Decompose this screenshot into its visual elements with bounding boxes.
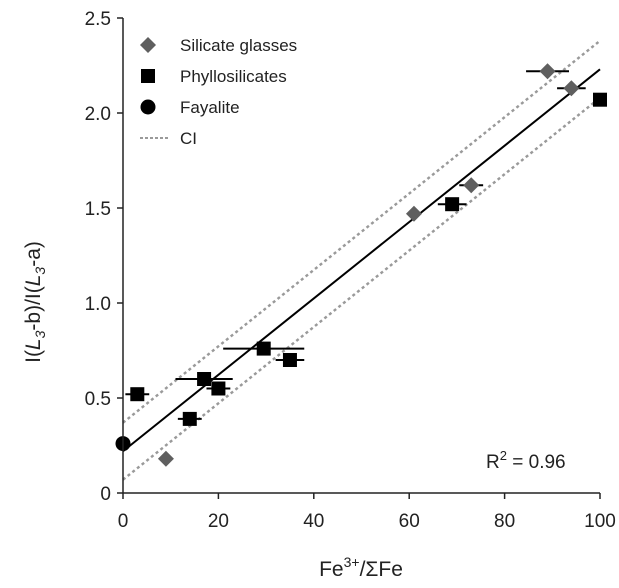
x-tick-label-3: 60 [399,511,420,532]
x-axis-title-rest: /ΣFe [360,558,403,581]
legend-marker-diamond [140,37,156,53]
plot-area [115,39,607,481]
y-title-bsub: 3 [32,267,48,275]
data-point-diamond-3 [539,63,556,80]
annotation-sup: 2 [500,448,507,463]
data-point-square-3 [211,381,226,396]
fit-line [122,68,601,452]
x-axis-title: Fe3+/ΣFe [319,554,403,581]
x-tick-label-5: 100 [584,511,616,532]
data-point-square-5 [282,353,297,367]
y-title-amid: -b)/I( [22,286,45,330]
y-tick-label-5: 2.5 [85,9,111,30]
data-point-square-7 [593,92,607,107]
y-title-b: L [22,275,45,287]
x-tick-label-0: 0 [118,511,129,532]
legend-marker-square [141,69,155,83]
legend-label-0: Silicate glasses [180,36,297,55]
y-title-post: -a) [22,241,45,267]
y-tick-label-1: 0.5 [85,389,111,410]
annotation-rest: = 0.96 [507,452,566,473]
legend-label-1: Phyllosilicates [180,67,287,86]
y-title-pre: I( [22,350,45,363]
data-point-square-2 [197,372,212,386]
y-title-asub: 3 [32,330,48,338]
annotation-r-squared: R2 = 0.96 [486,448,566,473]
data-point-diamond-1 [405,205,422,222]
data-point-square-1 [182,411,197,426]
data-point-diamond-4 [563,80,580,97]
legend-marker-circle [140,99,156,115]
y-tick-label-2: 1.0 [85,294,111,315]
y-title-a: L [22,338,45,350]
data-point-diamond-2 [463,177,480,194]
y-axis-title: I(L3-b)/I(L3-a) [22,241,48,363]
x-tick-label-1: 20 [208,511,229,532]
y-tick-label-4: 2.0 [85,104,111,125]
data-point-diamond-0 [157,450,174,467]
x-axis-title-sup: 3+ [344,554,360,570]
legend-label-2: Fayalite [180,98,240,117]
data-point-square-4 [256,341,271,356]
x-axis-title-base: Fe [319,558,344,581]
data-point-square-6 [445,197,460,212]
y-tick-label-0: 0 [100,484,111,505]
legend: Silicate glasses Phyllosilicates Fayalite C… [140,36,297,148]
x-tick-label-2: 40 [303,511,324,532]
legend-label-ci: CI [180,129,197,148]
x-tick-label-4: 80 [494,511,515,532]
annotation-base: R [486,452,500,473]
axes: 0 0.5 1.0 1.5 2.0 2.5 0 20 40 60 80 100 [85,9,616,532]
y-tick-label-3: 1.5 [85,199,111,220]
data-point-square-0 [130,387,145,402]
